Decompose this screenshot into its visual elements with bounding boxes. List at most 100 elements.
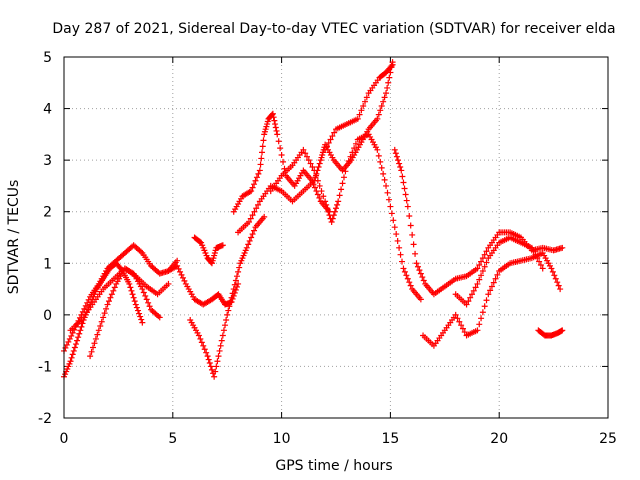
data-point-marker	[72, 341, 79, 348]
data-point-marker	[212, 368, 219, 375]
data-point-marker	[133, 304, 140, 311]
data-point-marker	[392, 150, 399, 157]
satellite-track-5	[165, 262, 242, 308]
data-point-marker	[406, 213, 413, 220]
data-point-marker	[223, 317, 230, 324]
data-point-marker	[396, 160, 403, 167]
data-point-marker	[68, 354, 75, 361]
data-point-marker	[138, 316, 145, 323]
data-point-marker	[417, 270, 424, 277]
data-point-marker	[278, 151, 285, 158]
data-point-marker	[271, 117, 278, 124]
data-point-marker	[479, 268, 486, 275]
data-point-marker	[410, 241, 417, 248]
data-point-marker	[232, 277, 239, 284]
data-point-marker	[399, 173, 406, 180]
data-point-marker	[174, 257, 181, 264]
data-point-marker	[362, 98, 369, 105]
data-point-marker	[481, 303, 488, 310]
data-point-marker	[389, 61, 396, 68]
data-point-marker	[327, 136, 334, 143]
data-point-marker	[420, 277, 427, 284]
data-point-marker	[388, 210, 395, 217]
data-point-marker	[228, 294, 235, 301]
satellite-track-6	[187, 213, 268, 380]
data-point-marker	[275, 138, 282, 145]
y-axis-label: SDTVAR / TECUs	[6, 180, 22, 295]
y-tick-label: -2	[38, 411, 52, 427]
data-point-marker	[107, 294, 114, 301]
satellite-track-15	[535, 327, 566, 339]
data-point-marker	[393, 153, 400, 160]
data-point-marker	[277, 145, 284, 152]
data-point-marker	[248, 234, 255, 241]
data-point-marker	[412, 250, 419, 257]
data-point-marker	[388, 63, 395, 70]
data-point-marker	[142, 292, 149, 299]
data-point-marker	[261, 213, 268, 220]
data-point-marker	[417, 296, 424, 303]
data-point-marker	[300, 146, 307, 153]
data-point-marker	[381, 176, 388, 183]
data-point-marker	[77, 327, 84, 334]
data-point-marker	[483, 297, 490, 304]
data-point-marker	[474, 265, 481, 272]
data-point-marker	[342, 168, 349, 175]
data-point-marker	[82, 302, 89, 309]
data-point-marker	[203, 349, 210, 356]
data-point-marker	[302, 150, 309, 157]
data-point-marker	[139, 319, 146, 326]
data-point-marker	[476, 262, 483, 269]
data-point-marker	[181, 277, 188, 284]
y-tick-label: 0	[43, 308, 52, 324]
data-point-marker	[459, 325, 466, 332]
y-tick-label: 1	[43, 256, 52, 272]
data-point-marker	[178, 271, 185, 278]
data-point-marker	[476, 321, 483, 328]
data-point-marker	[105, 298, 112, 305]
data-point-marker	[325, 208, 332, 215]
data-point-marker	[98, 318, 105, 325]
data-point-marker	[492, 275, 499, 282]
data-point-marker	[474, 327, 481, 334]
data-point-marker	[95, 327, 102, 334]
data-point-marker	[333, 205, 339, 212]
data-point-marker	[235, 280, 242, 287]
data-point-marker	[487, 287, 494, 294]
data-point-marker	[229, 295, 236, 302]
data-point-marker	[375, 111, 382, 118]
data-point-marker	[363, 94, 370, 101]
satellite-track-14	[452, 234, 546, 308]
data-point-marker	[63, 341, 70, 348]
data-point-marker	[316, 194, 323, 201]
y-tick-label: -1	[38, 359, 52, 375]
data-point-marker	[419, 274, 426, 281]
data-point-marker	[360, 102, 367, 109]
data-point-marker	[409, 231, 416, 238]
data-point-marker	[488, 283, 495, 290]
x-tick-label: 25	[599, 431, 617, 447]
data-point-marker	[354, 115, 361, 122]
data-point-marker	[255, 170, 262, 177]
data-point-marker	[127, 284, 134, 291]
data-point-marker	[94, 331, 101, 338]
data-point-marker	[207, 363, 214, 370]
data-point-marker	[537, 262, 544, 269]
x-tick-label: 0	[60, 431, 69, 447]
data-point-marker	[165, 280, 172, 287]
data-point-marker	[377, 158, 384, 165]
data-point-marker	[248, 188, 255, 195]
data-point-marker	[68, 332, 75, 339]
data-point-marker	[554, 279, 561, 286]
data-point-marker	[390, 217, 397, 224]
data-point-marker	[316, 160, 323, 167]
data-point-marker	[253, 174, 260, 181]
data-point-marker	[273, 127, 280, 134]
data-point-marker	[465, 298, 472, 305]
data-point-marker	[74, 337, 81, 344]
data-point-marker	[330, 212, 337, 219]
data-point-marker	[313, 172, 320, 179]
data-point-marker	[258, 155, 265, 162]
data-point-marker	[245, 241, 252, 248]
